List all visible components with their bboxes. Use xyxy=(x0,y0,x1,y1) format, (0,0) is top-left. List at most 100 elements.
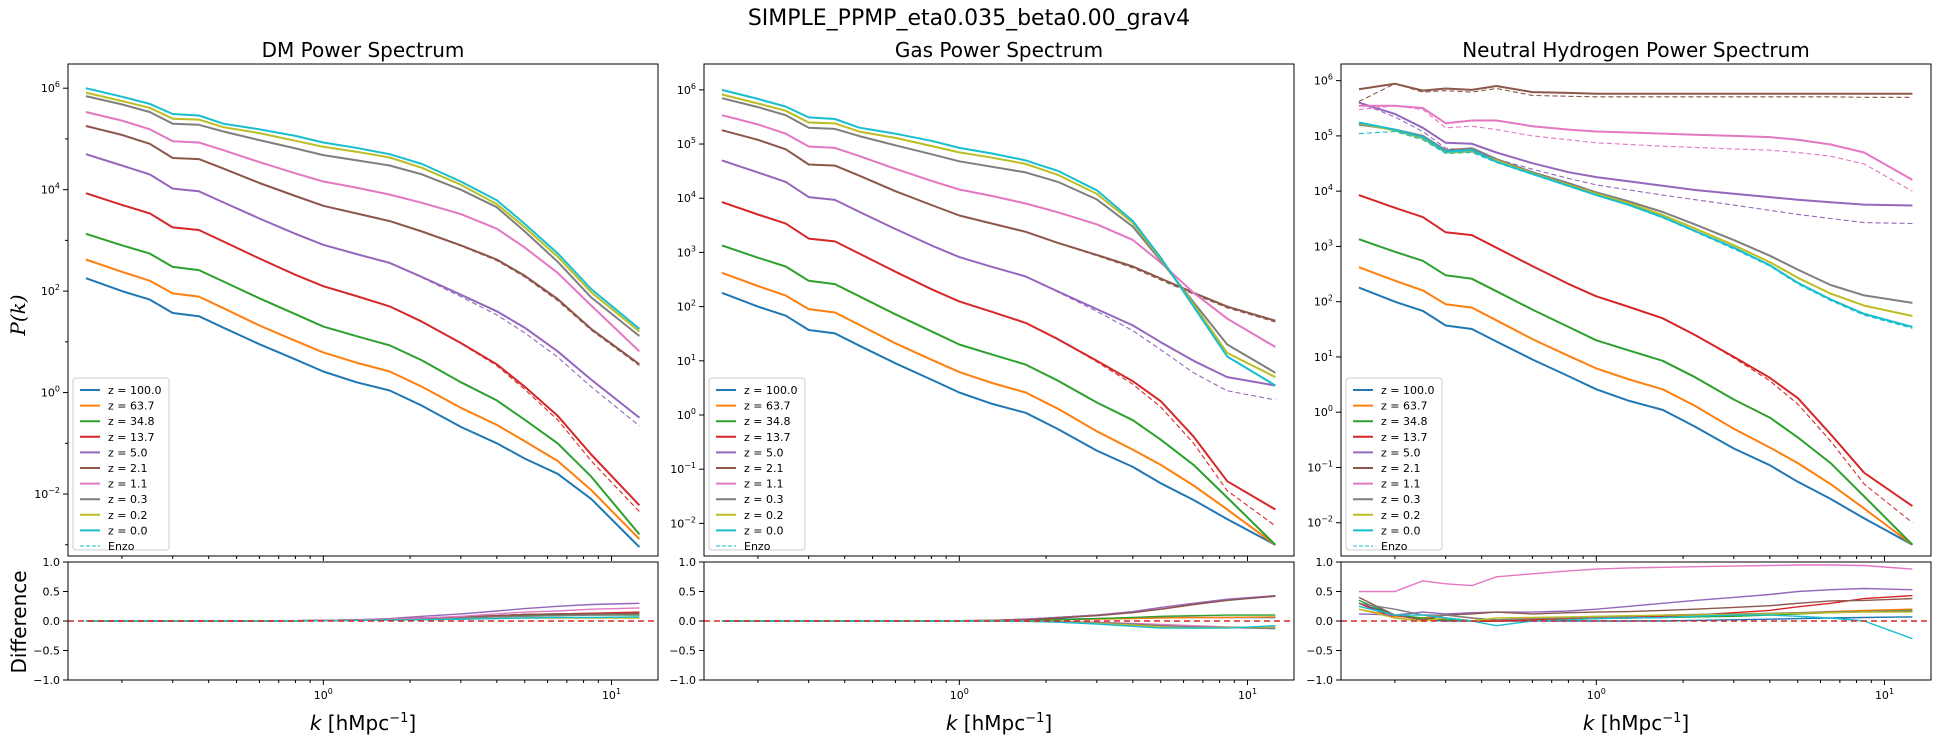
enzo-line xyxy=(721,159,1276,401)
y-axis-label-power: P(k) xyxy=(6,294,30,336)
enzo-line xyxy=(721,129,1276,323)
y-axis-label-difference: Difference xyxy=(7,570,31,673)
legend-label: z = 34.8 xyxy=(744,415,790,428)
y-tick-label: 10−1 xyxy=(670,461,696,476)
x-tick-label: 101 xyxy=(602,687,621,702)
series-line-5.0 xyxy=(1358,101,1913,207)
plot-frame xyxy=(1340,63,1932,557)
diff-y-tick-label: 0.5 xyxy=(679,586,697,599)
y-tick-label: 101 xyxy=(1314,349,1333,364)
difference-line xyxy=(1358,596,1913,621)
y-tick-label: 102 xyxy=(1314,294,1333,309)
y-tick-label: 105 xyxy=(1314,128,1333,143)
x-tick-label: 101 xyxy=(1875,687,1894,702)
legend-label: z = 0.3 xyxy=(108,493,147,506)
enzo-line xyxy=(85,153,640,427)
series-line-2.1 xyxy=(1358,82,1913,95)
legend-label: z = 0.0 xyxy=(108,524,147,537)
y-tick-label: 105 xyxy=(677,136,696,151)
y-tick-label: 10−2 xyxy=(1307,515,1333,530)
legend: z = 100.0 z = 63.7 z = 34.8 z = 13.7 z = 5.0… xyxy=(1345,377,1443,553)
legend-label: z = 34.8 xyxy=(1381,415,1427,428)
legend-label-enzo: Enzo xyxy=(1381,540,1408,553)
y-tick-label: 100 xyxy=(1314,404,1333,419)
difference-line xyxy=(1358,608,1913,622)
y-tick-label: 10−2 xyxy=(34,486,60,501)
diff-y-tick-label: 0.5 xyxy=(1316,586,1334,599)
figure-suptitle: SIMPLE_PPMP_eta0.035_beta0.00_grav4 xyxy=(748,6,1190,31)
legend-label: z = 1.1 xyxy=(108,478,147,491)
legend-label: z = 63.7 xyxy=(108,400,154,413)
enzo-line xyxy=(85,125,640,367)
y-tick-label: 10−2 xyxy=(670,515,696,530)
y-tick-label: 10−1 xyxy=(1307,459,1333,474)
legend-label: z = 2.1 xyxy=(108,462,147,475)
legend-label: z = 0.3 xyxy=(1381,493,1420,506)
series-line-63.7 xyxy=(85,258,641,540)
legend-label-enzo: Enzo xyxy=(744,540,771,553)
legend: z = 100.0 z = 63.7 z = 34.8 z = 13.7 z = 5.0… xyxy=(72,377,170,553)
legend-label: z = 5.0 xyxy=(1381,446,1420,459)
enzo-line xyxy=(1358,194,1913,524)
y-tick-label: 106 xyxy=(41,80,60,95)
series-line-0.0 xyxy=(721,88,1276,387)
legend-label: z = 13.7 xyxy=(1381,431,1427,444)
panel-title: DM Power Spectrum xyxy=(262,38,465,62)
series-line-34.8 xyxy=(85,232,641,536)
legend-label: z = 2.1 xyxy=(744,462,783,475)
legend-label: z = 0.2 xyxy=(1381,509,1420,522)
enzo-line xyxy=(85,192,640,512)
diff-y-tick-label: 1.0 xyxy=(679,556,697,569)
x-axis-label: k [hMpc−1] xyxy=(1583,711,1689,735)
legend-label: z = 1.1 xyxy=(744,478,783,491)
x-tick-label: 100 xyxy=(950,687,969,702)
legend: z = 100.0 z = 63.7 z = 34.8 z = 13.7 z = 5.0… xyxy=(708,377,806,553)
legend-label: z = 5.0 xyxy=(744,446,783,459)
legend-label: z = 100.0 xyxy=(744,384,797,397)
series-line-1.1 xyxy=(1358,104,1913,181)
enzo-line xyxy=(1358,105,1913,192)
legend-label: z = 1.1 xyxy=(1381,478,1420,491)
series-line-0.3 xyxy=(85,95,641,337)
legend-label: z = 100.0 xyxy=(108,384,161,397)
x-axis-label: k [hMpc−1] xyxy=(946,711,1052,735)
y-tick-label: 106 xyxy=(1314,73,1333,88)
legend-label: z = 2.1 xyxy=(1381,462,1420,475)
enzo-line xyxy=(721,201,1276,527)
series-line-100.0 xyxy=(721,291,1276,546)
difference-line xyxy=(1358,587,1913,616)
diff-y-tick-label: 0.0 xyxy=(1316,615,1334,628)
series-line-0.2 xyxy=(85,91,641,333)
diff-y-tick-label: 1.0 xyxy=(1316,556,1334,569)
diff-y-tick-label: 0.5 xyxy=(43,586,61,599)
enzo-line xyxy=(1358,83,1913,102)
y-tick-label: 104 xyxy=(41,182,60,197)
diff-y-tick-label: −0.5 xyxy=(1306,645,1333,658)
panel-2: Gas Power Spectrum 106 105 104 103 102 101 100 1… xyxy=(669,38,1295,735)
series-line-63.7 xyxy=(1358,266,1913,546)
x-axis-label: k [hMpc−1] xyxy=(310,711,416,735)
legend-label: z = 0.3 xyxy=(744,493,783,506)
y-tick-label: 100 xyxy=(41,385,60,400)
series-lines xyxy=(85,87,641,548)
diff-y-tick-label: −0.5 xyxy=(33,645,60,658)
y-tick-label: 102 xyxy=(41,283,60,298)
y-tick-label: 104 xyxy=(677,190,696,205)
panel-title: Gas Power Spectrum xyxy=(895,38,1103,62)
diff-y-tick-label: −1.0 xyxy=(33,674,60,687)
series-lines xyxy=(721,88,1277,546)
series-line-100.0 xyxy=(85,277,641,548)
plot-frame xyxy=(703,63,1295,557)
x-tick-label: 100 xyxy=(1587,687,1606,702)
plot-frame xyxy=(67,63,659,557)
series-line-63.7 xyxy=(721,271,1276,546)
legend-label: z = 5.0 xyxy=(108,446,147,459)
diff-y-tick-label: −1.0 xyxy=(669,674,696,687)
series-line-100.0 xyxy=(1358,286,1913,546)
y-tick-label: 101 xyxy=(677,353,696,368)
legend-label-enzo: Enzo xyxy=(108,540,135,553)
panel-3: Neutral Hydrogen Power Spectrum 106 105 104… xyxy=(1306,38,1932,735)
legend-label: z = 63.7 xyxy=(744,400,790,413)
panels-container: DM Power Spectrum 106 104 102 100 10−2 z = 100… xyxy=(33,38,1932,735)
